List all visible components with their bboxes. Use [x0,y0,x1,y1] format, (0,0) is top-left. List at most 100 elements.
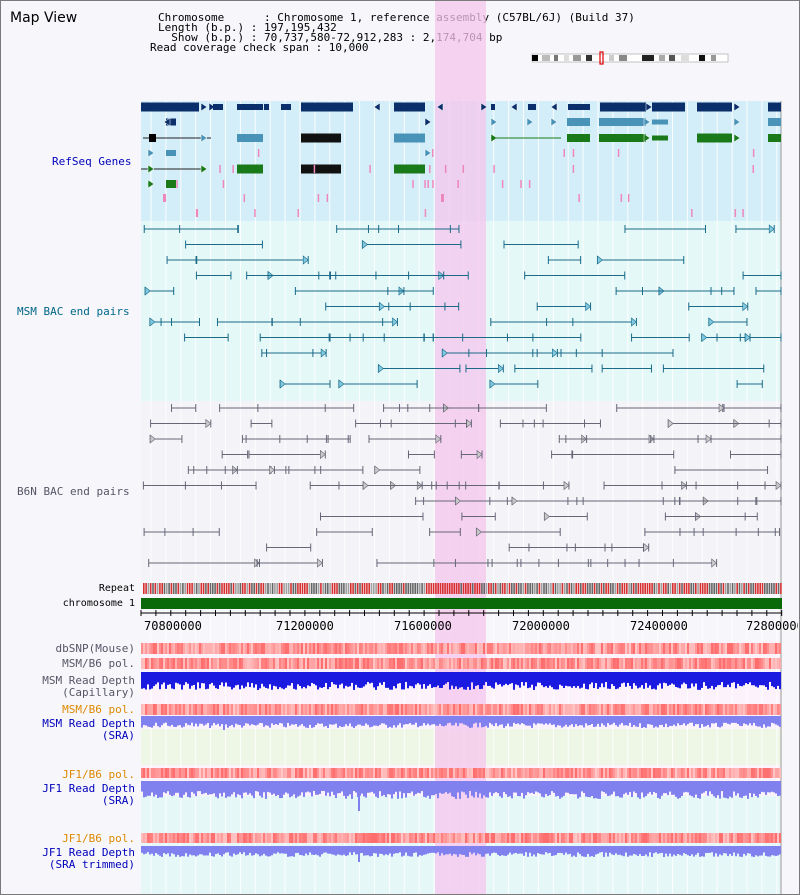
chromosome-ideogram[interactable] [531,51,729,65]
depth-bar [505,672,507,684]
heat-cell [497,768,499,778]
heat-cell [401,704,403,715]
heat-cell [247,704,249,715]
bac-end-arrow [768,224,775,234]
repeat-mark [189,583,191,594]
heat-cell [193,643,195,654]
repeat-mark [306,583,308,594]
heat-cell [613,643,615,654]
heat-cell [279,704,281,715]
msm-bac-pairs[interactable] [143,224,782,389]
b6n-bac-label[interactable]: B6N BAC end pairs [17,485,130,498]
refseq-label[interactable]: RefSeq Genes [52,155,132,168]
refseq-genes[interactable] [141,102,781,218]
heat-cell [249,658,251,669]
heat-cell [279,658,281,669]
b6n-bac-pairs[interactable] [142,403,782,568]
depth-bar [581,716,583,726]
heat-cell [415,643,417,654]
depth-bar [141,716,143,728]
bac-end-arrow [563,480,570,491]
heat-cell [383,658,385,669]
repeat-mark [554,583,557,594]
depth-bar [685,781,687,792]
depth-bar [445,781,447,793]
heat-cell [559,658,561,669]
heat-cell [635,658,637,669]
depth-bar [741,716,743,727]
depth-bar [377,672,379,687]
heat-cell [257,833,259,843]
depth-bar [449,781,451,793]
depth-bar [733,846,735,853]
depth-bar [151,672,153,689]
repeat-track[interactable] [143,583,782,594]
repeat-mark [216,583,219,594]
depth-bar [267,846,269,857]
depth-bar [427,716,429,724]
heat-cell [645,643,647,654]
heat-cell [715,643,717,654]
heat-cell [743,643,745,654]
heat-cell [167,768,169,778]
heat-cell [631,768,633,778]
depth-bar [709,846,711,853]
repeat-mark [738,583,741,594]
depth-bar [367,672,369,683]
depth-bar [425,781,427,798]
heat-cell [741,658,743,669]
heat-cell [161,704,163,715]
heat-cell [245,704,247,715]
heat-cell [391,643,393,654]
repeat-mark [276,583,278,594]
repeat-mark [540,583,543,594]
repeat-mark [327,583,329,594]
depth-bar [257,716,259,725]
heat-cell [367,643,369,654]
depth-bar [723,781,725,798]
depth-bar [449,716,451,723]
repeat-mark [366,583,368,594]
depth-bar [671,672,673,684]
heat-cell [313,704,315,715]
depth-bar [461,846,463,855]
heat-cell [665,833,667,843]
heat-cell [617,658,619,669]
heat-cell [257,643,259,654]
depth-bar [517,716,519,724]
depth-bar [443,781,445,794]
depth-bar [383,781,385,795]
heat-cell [433,768,435,778]
heat-cell [207,704,209,715]
heat-cell [681,833,683,843]
heat-cell [149,658,151,669]
depth-bar [343,781,345,796]
depth-bar [621,716,623,723]
msm-bac-label[interactable]: MSM BAC end pairs [17,305,130,318]
depth-bar [429,716,431,726]
depth-bar [525,716,527,726]
heat-cell [701,643,703,654]
heat-cell [269,833,271,843]
depth-bar [217,781,219,799]
depth-bar [697,781,699,798]
heat-cell [231,768,233,778]
repeat-mark [690,583,692,594]
heat-cell [649,768,651,778]
bac-end-arrow [205,418,212,429]
heat-cell [503,768,505,778]
heat-cell [435,643,437,654]
depth-bar [553,846,555,856]
gene-exon-block [697,102,732,112]
heat-cell [547,658,549,669]
heat-cell [403,643,405,654]
heat-cell [161,643,163,654]
heat-cell [529,768,531,778]
selected-region-highlight[interactable] [435,1,486,894]
depth-bar [705,672,707,686]
depth-bar [337,672,339,689]
chromosome-bar[interactable] [141,598,782,609]
depth-bar [227,846,229,853]
depth-bar [349,672,351,687]
